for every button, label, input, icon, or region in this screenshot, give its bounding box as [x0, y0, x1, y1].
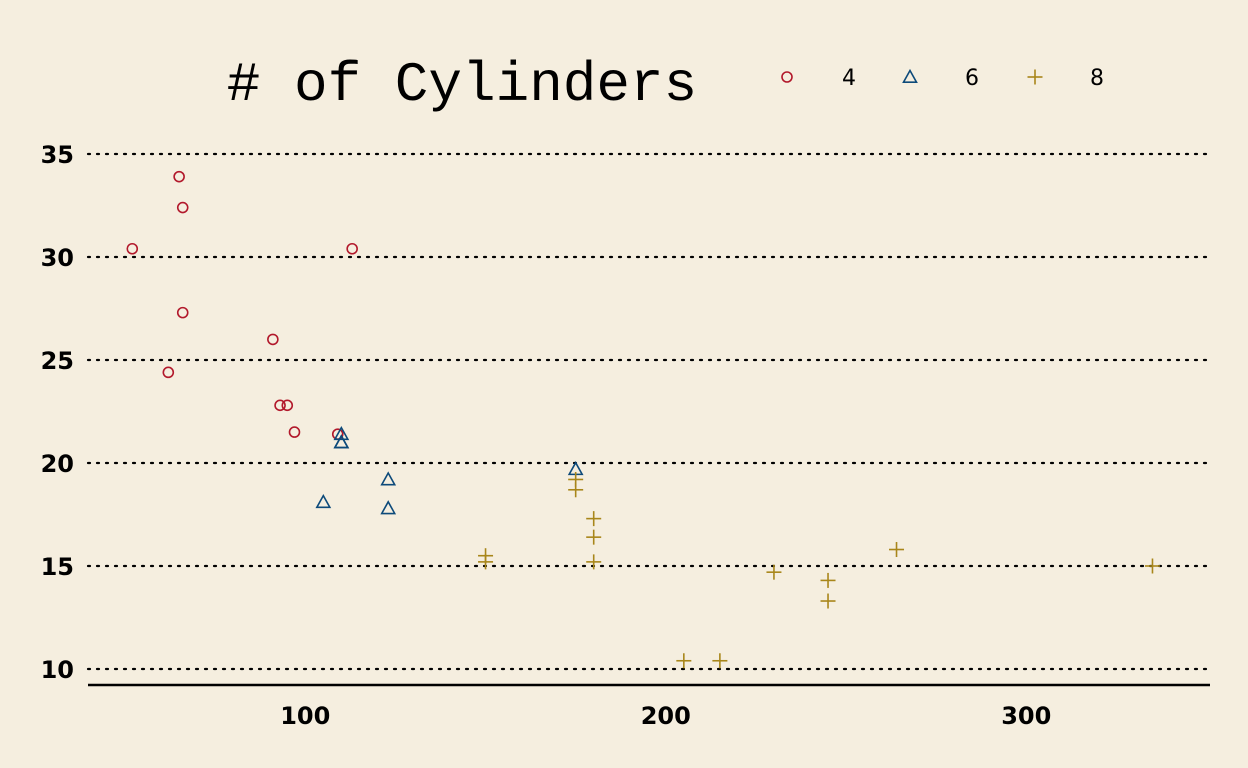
data-point-plus — [1144, 558, 1160, 574]
data-point-circle — [346, 242, 358, 255]
legend-item-6: 6 — [902, 66, 979, 91]
legend-marker-circle — [781, 71, 793, 83]
chart-title: # of Cylinders — [227, 53, 697, 117]
x-axis-ticks: 100 200 300 — [280, 702, 1051, 730]
legend-item-8: 8 — [1027, 66, 1104, 91]
data-point-circle — [288, 426, 301, 438]
data-point-plus — [766, 564, 782, 580]
data-point-plus — [568, 471, 584, 487]
data-point-triangle — [333, 434, 350, 449]
data-point-plus — [478, 554, 494, 570]
legend-label: 6 — [965, 66, 979, 91]
legend-label: 8 — [1090, 66, 1104, 91]
data-point-triangle — [315, 493, 332, 509]
data-point-circle — [274, 399, 286, 412]
data-point-triangle — [380, 500, 397, 515]
y-tick-label: 25 — [41, 347, 74, 375]
data-point-plus — [820, 593, 836, 609]
x-tick-label: 200 — [641, 702, 691, 730]
legend-marker-triangle — [902, 68, 918, 83]
data-point-plus — [889, 542, 905, 558]
data-point-plus — [586, 554, 602, 570]
legend-label: 4 — [842, 66, 856, 91]
data-point-circle — [267, 333, 279, 346]
legend-marker-plus — [1027, 69, 1043, 85]
data-points — [126, 170, 1160, 669]
data-point-triangle — [333, 426, 350, 441]
data-point-plus — [586, 511, 602, 527]
legend-item-4: 4 — [781, 66, 856, 91]
y-tick-label: 35 — [41, 141, 74, 169]
x-tick-label: 100 — [280, 702, 330, 730]
data-point-plus — [676, 653, 692, 669]
y-axis-ticks: 10 15 20 25 30 35 — [41, 141, 74, 684]
y-tick-label: 10 — [41, 656, 74, 684]
data-point-circle — [281, 399, 294, 412]
y-tick-label: 30 — [41, 244, 74, 272]
data-point-circle — [162, 366, 175, 379]
data-point-triangle — [380, 471, 397, 486]
y-tick-label: 15 — [41, 553, 74, 581]
x-tick-label: 300 — [1001, 702, 1051, 730]
data-point-plus — [586, 529, 602, 545]
gridlines — [86, 152, 1212, 671]
data-point-plus — [820, 572, 836, 588]
data-point-circle — [126, 242, 139, 255]
data-point-circle — [176, 201, 189, 214]
data-point-plus — [712, 653, 728, 669]
legend: 4 6 8 — [781, 66, 1104, 91]
data-point-circle — [176, 306, 189, 319]
y-tick-label: 20 — [41, 450, 74, 478]
data-point-circle — [173, 170, 185, 183]
